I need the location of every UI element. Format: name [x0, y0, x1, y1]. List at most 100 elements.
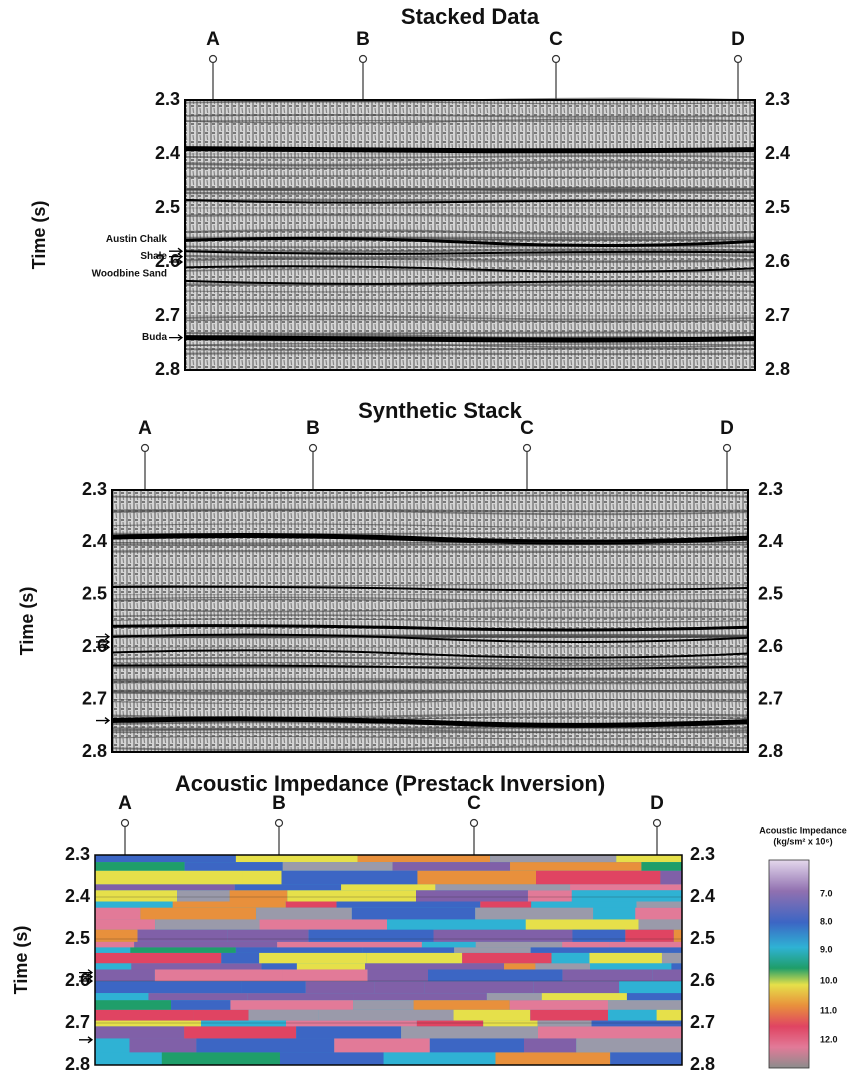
impedance-band — [277, 942, 422, 948]
impedance-band — [641, 862, 682, 871]
impedance-band — [283, 862, 393, 871]
impedance-band — [280, 1052, 384, 1065]
impedance-band — [536, 871, 660, 885]
reflector — [185, 332, 755, 333]
y-tick-label: 2.5 — [155, 197, 180, 217]
impedance-band — [296, 1026, 401, 1038]
impedance-band — [393, 862, 510, 871]
impedance-band — [538, 1021, 592, 1027]
y-tick-label: 2.4 — [65, 886, 90, 906]
y-tick-label-right: 2.5 — [765, 197, 790, 217]
colorbar-tick-label: 10.0 — [820, 975, 838, 985]
well-symbol — [654, 820, 661, 827]
impedance-band — [570, 884, 682, 890]
impedance-band — [401, 1026, 538, 1038]
well-symbol — [142, 445, 149, 452]
impedance-band — [95, 884, 235, 890]
impedance-band — [236, 855, 358, 862]
impedance-band — [639, 919, 682, 929]
well-symbol — [122, 820, 129, 827]
impedance-band — [416, 890, 528, 901]
impedance-band — [608, 1010, 657, 1021]
impedance-band — [384, 1052, 496, 1065]
well-label: C — [520, 418, 534, 439]
impedance-band — [487, 993, 542, 1000]
impedance-band — [434, 930, 573, 942]
horizon-arrow — [169, 335, 182, 341]
impedance-band — [353, 993, 487, 1000]
impedance-band — [306, 981, 375, 993]
impedance-band — [287, 890, 416, 901]
y-tick-label: 2.4 — [82, 531, 107, 551]
impedance-band — [95, 1010, 194, 1021]
well-symbol — [471, 820, 478, 827]
y-axis-label: Time (s) — [11, 926, 31, 995]
impedance-band — [95, 930, 138, 942]
impedance-band — [671, 963, 682, 969]
panel-title: Stacked Data — [401, 4, 540, 29]
impedance-band — [542, 993, 627, 1000]
impedance-band — [241, 981, 305, 993]
impedance-band — [297, 963, 365, 969]
y-tick-label-right: 2.3 — [690, 844, 715, 864]
y-tick-label: 2.7 — [82, 688, 107, 708]
impedance-band — [610, 1052, 682, 1065]
y-tick-label-right: 2.6 — [758, 636, 783, 656]
impedance-band — [368, 969, 428, 981]
reflector — [185, 192, 755, 193]
impedance-band — [490, 855, 616, 862]
y-tick-label: 2.4 — [155, 143, 180, 163]
impedance-band — [155, 919, 259, 929]
y-tick-label-right: 2.8 — [758, 741, 783, 761]
impedance-band — [619, 981, 682, 993]
reflector — [112, 663, 748, 664]
impedance-band — [454, 947, 531, 952]
y-tick-label-right: 2.8 — [690, 1054, 715, 1074]
impedance-band — [435, 884, 570, 890]
colorbar — [769, 860, 809, 1068]
impedance-band — [134, 942, 277, 948]
horizon-label: Austin Chalk — [106, 234, 168, 245]
impedance-band — [662, 953, 682, 963]
impedance-band — [462, 953, 551, 963]
y-tick-label-right: 2.4 — [765, 143, 790, 163]
impedance-band — [365, 963, 504, 969]
horizon-label: Woodbine Sand — [92, 269, 167, 280]
impedance-band — [480, 902, 531, 908]
impedance-band — [337, 902, 481, 908]
y-tick-label: 2.8 — [82, 741, 107, 761]
impedance-band — [417, 1021, 483, 1027]
reflector — [185, 353, 755, 354]
impedance-band — [430, 1038, 524, 1052]
impedance-band — [201, 1021, 286, 1027]
impedance-band — [228, 930, 309, 942]
impedance-band — [531, 947, 677, 952]
impedance-band — [95, 1021, 201, 1027]
colorbar-title: Acoustic Impedance — [759, 825, 847, 835]
impedance-band — [309, 930, 434, 942]
impedance-band — [590, 963, 671, 969]
impedance-band — [130, 947, 236, 952]
y-tick-label: 2.3 — [82, 479, 107, 499]
impedance-band — [95, 862, 185, 871]
impedance-band — [95, 969, 155, 981]
impedance-band — [256, 908, 352, 920]
impedance-band — [510, 1000, 608, 1010]
panel-title: Synthetic Stack — [358, 398, 523, 423]
y-tick-label: 2.8 — [155, 359, 180, 379]
well-label: D — [650, 793, 664, 814]
well-label: D — [720, 418, 734, 439]
impedance-band — [363, 947, 454, 952]
impedance-band — [286, 902, 337, 908]
impedance-band — [562, 942, 609, 948]
impedance-band — [95, 963, 131, 969]
impedance-band — [636, 902, 682, 908]
impedance-band — [334, 1038, 430, 1052]
well-label: B — [306, 418, 320, 439]
impedance-band — [173, 902, 286, 908]
y-tick-label: 2.3 — [155, 89, 180, 109]
impedance-band — [358, 855, 491, 862]
well-symbol — [276, 820, 283, 827]
impedance-band — [249, 1010, 319, 1021]
